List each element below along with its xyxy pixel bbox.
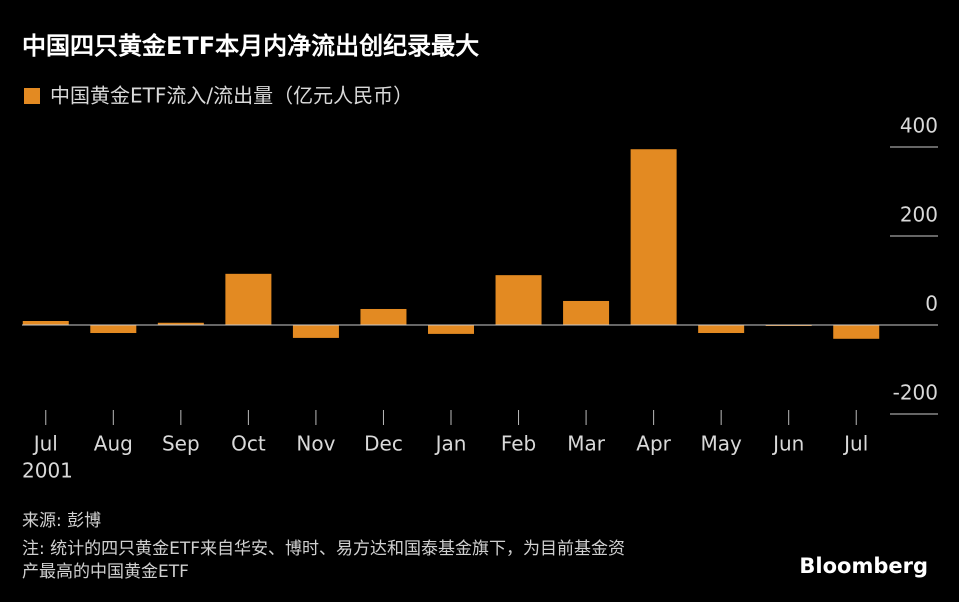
legend-swatch xyxy=(24,88,40,104)
note-line: 产最高的中国黄金ETF xyxy=(22,562,189,582)
y-tick-label: 200 xyxy=(900,203,938,227)
legend-label: 中国黄金ETF流入/流出量（亿元人民币） xyxy=(50,84,413,108)
bar xyxy=(225,273,272,325)
x-tick-label: Nov xyxy=(296,432,335,456)
x-tick-label: Jan xyxy=(434,432,467,456)
y-tick-label: 400 xyxy=(900,114,938,138)
bar xyxy=(292,325,339,338)
y-tick-label: 0 xyxy=(925,292,938,316)
x-tick-label: Mar xyxy=(567,432,606,456)
note-line: 注: 统计的四只黄金ETF来自华安、博时、易方达和国泰基金旗下，为目前基金资 xyxy=(22,539,625,559)
chart-title: 中国四只黄金ETF本月内净流出创纪录最大 xyxy=(22,32,479,60)
y-tick-label: -200 xyxy=(893,381,938,405)
bar xyxy=(22,320,69,325)
x-tick-label: Aug xyxy=(94,432,133,456)
x-tick-label: Jun xyxy=(771,432,804,456)
bar xyxy=(833,325,880,339)
bar xyxy=(157,322,204,325)
bar xyxy=(563,300,610,325)
bar xyxy=(630,149,677,325)
bar xyxy=(698,325,745,334)
x-tick-label: Oct xyxy=(231,432,266,456)
x-tick-label: Apr xyxy=(636,432,671,456)
source: 来源: 彭博 xyxy=(22,511,101,531)
x-tick-label: Feb xyxy=(501,432,536,456)
bar xyxy=(360,308,407,325)
x-tick-label: Dec xyxy=(364,432,403,456)
x-tick-label: Jul xyxy=(842,432,868,456)
bar xyxy=(90,325,137,334)
bar xyxy=(495,275,542,325)
year-label: 2001 xyxy=(22,459,73,483)
x-tick-label: May xyxy=(700,432,742,456)
brand: Bloomberg xyxy=(799,554,928,578)
x-tick-label: Jul xyxy=(32,432,58,456)
bar xyxy=(428,325,474,334)
x-tick-label: Sep xyxy=(162,432,200,456)
